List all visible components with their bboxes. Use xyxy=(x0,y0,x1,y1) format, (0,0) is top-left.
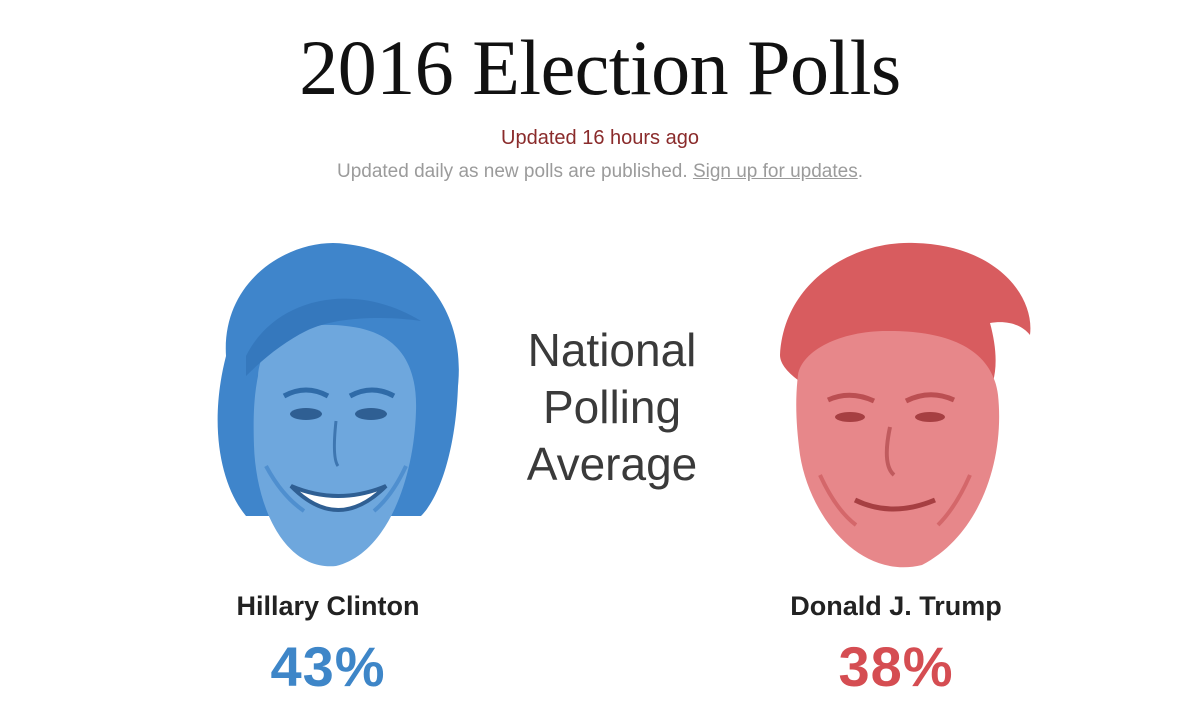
candidate-name-clinton: Hillary Clinton xyxy=(236,591,420,621)
national-polling-average-label: National Polling Average xyxy=(470,322,754,493)
clinton-portrait xyxy=(217,242,459,567)
signup-link[interactable]: Sign up for updates xyxy=(692,161,858,182)
center-label-line-1: National xyxy=(527,324,697,376)
candidate-name-trump: Donald J. Trump xyxy=(790,591,1002,621)
page-title: 2016 Election Polls xyxy=(299,24,901,111)
center-label-line-2: Polling xyxy=(542,381,682,433)
update-note-end: . xyxy=(857,161,864,182)
updated-timestamp: Updated 16 hours ago xyxy=(501,127,699,149)
update-note: Updated daily as new polls are published… xyxy=(0,160,1200,184)
update-note-text: Updated daily as new polls are published… xyxy=(336,161,693,182)
candidate-percent-clinton: 43% xyxy=(270,635,386,698)
candidate-percent-trump: 38% xyxy=(838,635,954,698)
trump-portrait xyxy=(780,242,1031,568)
center-label-line-3: Average xyxy=(526,438,698,490)
